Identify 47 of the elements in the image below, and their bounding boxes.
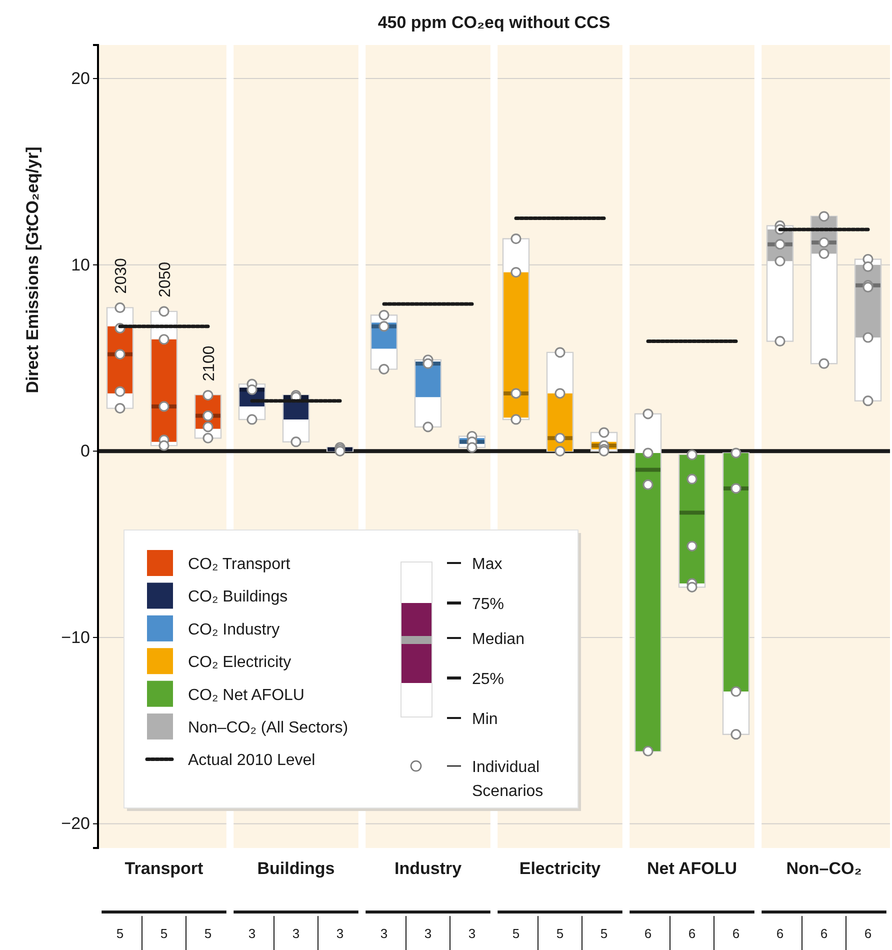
- text: 5: [116, 926, 124, 941]
- legend-label: CO₂ Industry: [188, 621, 280, 638]
- text: 3: [468, 926, 476, 941]
- annotation: 25%: [472, 671, 504, 688]
- annotation: Median: [472, 631, 524, 648]
- x-tick-label: 2100: [201, 346, 218, 382]
- text: 6: [688, 926, 696, 941]
- text: 6: [644, 926, 652, 941]
- text: 5: [204, 926, 212, 941]
- text: Electricity: [519, 859, 602, 878]
- legend-label: Non–CO₂ (All Sectors): [188, 720, 348, 736]
- text: 3: [336, 926, 344, 941]
- legend-label: Actual 2010 Level: [188, 752, 316, 770]
- annotation: 75%: [472, 596, 504, 613]
- text: 5: [160, 926, 168, 941]
- text: 6: [776, 926, 784, 941]
- annotation: Max: [472, 556, 502, 573]
- y-tick-label: −10: [61, 628, 90, 647]
- text: 5: [556, 926, 564, 941]
- text: 3: [380, 926, 388, 941]
- text: Buildings: [257, 859, 335, 878]
- text: Net AFOLU: [646, 859, 738, 878]
- legend-label: CO₂ Net AFOLU: [188, 686, 304, 704]
- y-tick-label: −20: [61, 814, 90, 834]
- y-tick-label: 20: [71, 68, 90, 88]
- annotation: Individual Scenarios: [472, 759, 544, 800]
- x-tick-label: 2030: [113, 258, 130, 294]
- legend-label: CO₂ Buildings: [188, 588, 288, 606]
- legend-label: CO₂ Transport: [188, 556, 291, 573]
- annotation: Min: [472, 711, 498, 728]
- text: Industry: [394, 859, 462, 878]
- text: 5: [600, 926, 608, 941]
- y-tick-label: 0: [80, 442, 90, 461]
- text: 5: [512, 926, 520, 941]
- text: 6: [864, 926, 872, 941]
- text: 3: [424, 926, 432, 941]
- text: Transport: [124, 859, 204, 878]
- text: 6: [820, 926, 828, 941]
- text: Non–CO₂: [786, 859, 862, 878]
- chart-title: 450 ppm CO₂eq without CCS: [378, 13, 610, 32]
- y-tick-label: 10: [71, 255, 90, 274]
- x-tick-label: 2050: [157, 262, 174, 298]
- text: 6: [732, 926, 740, 941]
- legend-label: CO₂ Electricity: [188, 654, 292, 672]
- text: 3: [248, 926, 256, 941]
- y-axis-title: Direct Emissions [GtCO₂eq/yr]: [23, 146, 42, 394]
- text: 3: [292, 926, 300, 941]
